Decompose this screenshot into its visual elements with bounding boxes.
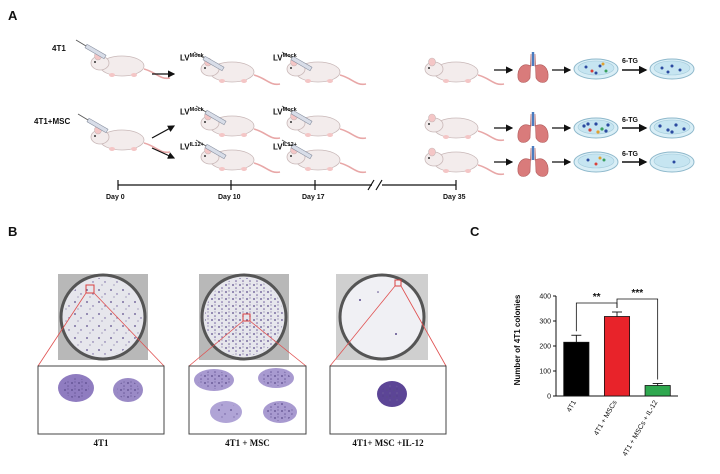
group-label-4t1-msc: 4T1+MSC: [34, 117, 71, 126]
dish-photo-4t1: [58, 273, 148, 361]
dish-photo-4t1-msc-il12: [336, 273, 428, 361]
lv-il12-label-day17: LVIL12+: [273, 142, 297, 152]
x-tick-label: 4T1 + MSCs + IL-12: [622, 399, 660, 457]
dish-caption-4t1-msc: 4T1 + MSC: [225, 438, 270, 448]
y-axis-label: Number of 4T1 colonies: [513, 294, 522, 385]
lv-mock-label-day10-row2: LVMock: [180, 107, 204, 117]
colony-dots-row1: [584, 62, 608, 75]
schematic-diagram: [75, 39, 695, 191]
lv-il12-label-day10: LVIL12+: [180, 142, 204, 152]
x-tick-label: 4T1: [566, 399, 578, 413]
lv-mock-label-day17-row2: LVMock: [273, 107, 297, 117]
colony-dots-row3: [586, 156, 606, 166]
panel-letter-b: B: [8, 224, 18, 239]
y-tick-label: 400: [539, 294, 551, 301]
timeline-day-0: Day 0: [106, 194, 125, 201]
dish-photo-4t1-msc: [199, 273, 289, 361]
lv-mock-label-day17-row1: LVMock: [273, 53, 297, 63]
treatment-label-row3: 6-TG: [622, 151, 638, 158]
timeline-day-35: Day 35: [443, 194, 466, 201]
timeline-day-10: Day 10: [218, 194, 241, 201]
significance-label: **: [593, 292, 601, 303]
x-tick-label: 4T1 + MSCs: [593, 399, 619, 437]
panel-letter-a: A: [8, 8, 18, 23]
y-tick-label: 300: [539, 319, 551, 326]
zoom-lines: [37, 285, 447, 367]
group-label-4t1: 4T1: [52, 44, 66, 53]
dish-caption-4t1-msc-il12: 4T1+ MSC +IL-12: [352, 438, 424, 448]
y-tick-label: 200: [539, 344, 551, 351]
timeline-day-17: Day 17: [302, 194, 325, 201]
zoom-panel-4t1-msc-il12: [329, 365, 447, 435]
treatment-label-row2: 6-TG: [622, 117, 638, 124]
colony-dots-row2-tg: [658, 123, 686, 134]
significance-bracket: [616, 298, 659, 380]
colony-dots-row1-tg: [660, 64, 682, 74]
bar: [644, 385, 671, 397]
zoom-panel-4t1: [37, 365, 165, 435]
dish-caption-4t1: 4T1: [93, 438, 109, 448]
y-tick-label: 0: [547, 394, 551, 401]
bar-chart: Number of 4T1 colonies 0 100 200 300 400 4T1 4…: [513, 288, 678, 458]
zoom-panel-4t1-msc: [188, 365, 307, 435]
lv-mock-label-day10-row1: LVMock: [180, 53, 204, 63]
panel-letter-c: C: [470, 224, 480, 239]
significance-label: ***: [631, 288, 643, 299]
y-tick-label: 100: [539, 369, 551, 376]
dish-photos: [37, 273, 447, 435]
colony-dots-row2: [582, 122, 610, 134]
bar: [563, 341, 590, 397]
timeline: [117, 179, 457, 191]
bar: [603, 316, 631, 397]
treatment-label-row1: 6-TG: [622, 58, 638, 65]
